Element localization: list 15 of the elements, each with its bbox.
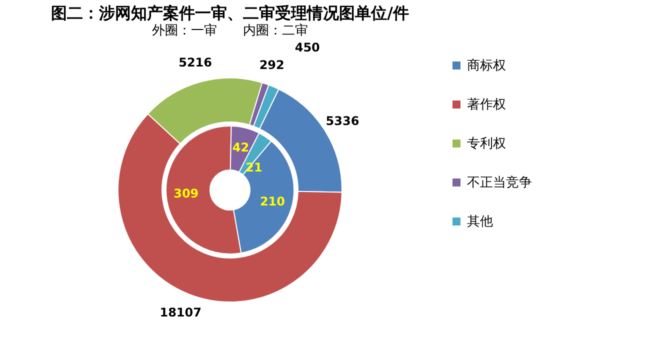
chart-subtitle: 外圈：一审 内圈：二审 [152, 22, 308, 39]
chart-title: 图二：涉网知产案件一审、二审受理情况图单位/件 [51, 4, 409, 23]
legend-label: 专利权 [467, 136, 506, 152]
data-label: 5216 [178, 56, 212, 70]
data-label: 450 [294, 40, 320, 55]
data-label: 18107 [160, 305, 202, 320]
legend-label: 著作权 [467, 98, 506, 112]
legend-label: 不正当竞争 [467, 176, 532, 190]
data-label: 42 [232, 140, 250, 154]
data-label: 210 [260, 194, 286, 208]
data-label: 5336 [326, 114, 360, 128]
legend-label: 商标权 [467, 58, 506, 74]
data-label: 292 [259, 58, 284, 72]
data-label: 309 [174, 186, 199, 200]
legend-label: 其他 [467, 214, 493, 230]
